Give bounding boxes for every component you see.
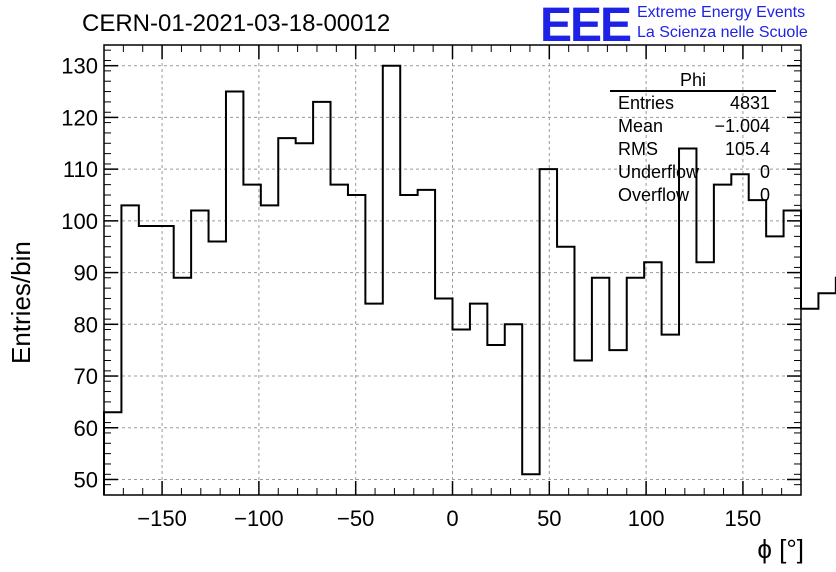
histogram-bin <box>801 309 818 495</box>
histogram-bin <box>418 190 435 495</box>
x-tick-label: 0 <box>446 506 458 531</box>
histogram-series <box>103 64 836 495</box>
histogram-bin <box>731 174 748 495</box>
stats-row-rms: RMS 105.4 <box>610 138 776 161</box>
histogram-bin <box>522 474 539 495</box>
stats-row-mean: Mean −1.004 <box>610 115 776 138</box>
histogram-bin <box>592 278 609 495</box>
histogram-bin <box>574 361 591 495</box>
histogram-bin <box>784 211 801 495</box>
stats-row-overflow: Overflow 0 <box>610 184 776 207</box>
histogram-bin <box>121 205 138 495</box>
y-tick-label: 70 <box>74 364 98 389</box>
stats-box: Phi Entries 4831 Mean −1.004 RMS 105.4 U… <box>610 70 776 207</box>
x-tick-label: −50 <box>337 506 374 531</box>
histogram-bin <box>505 324 522 495</box>
histogram-bin <box>627 278 644 495</box>
histogram-bin <box>139 226 156 495</box>
histogram-bin <box>209 242 226 495</box>
histogram-bin <box>261 205 278 495</box>
x-tick-label: −150 <box>137 506 187 531</box>
stats-row-underflow: Underflow 0 <box>610 161 776 184</box>
x-tick-label: −100 <box>234 506 284 531</box>
x-tick-label: 100 <box>628 506 665 531</box>
histogram-bin <box>331 185 348 495</box>
histogram-bin <box>487 345 504 495</box>
histogram-bin <box>749 200 766 495</box>
histogram-bin <box>453 329 470 495</box>
histogram-bin <box>226 92 243 495</box>
y-tick-label: 80 <box>74 312 98 337</box>
histogram-bin <box>174 278 191 495</box>
y-tick-label: 50 <box>74 467 98 492</box>
stats-title: Phi <box>610 70 776 92</box>
stats-label: Entries <box>618 93 675 113</box>
histogram-bin <box>766 236 783 495</box>
y-tick-label: 60 <box>74 416 98 441</box>
x-tick-label: 150 <box>725 506 762 531</box>
y-tick-label: 130 <box>61 54 98 79</box>
x-axis-label: ϕ [°] <box>757 534 804 564</box>
histogram-bin <box>435 298 452 495</box>
stats-value: 0 <box>759 185 770 205</box>
axis-ticks: −150 −100 −50 0 50 100 150 50 60 70 80 90 100 110 120 1… <box>61 45 802 531</box>
histogram-bin <box>243 185 260 495</box>
stats-label: Overflow <box>618 185 690 205</box>
histogram-bin <box>400 195 417 495</box>
y-tick-label: 120 <box>61 105 98 130</box>
y-tick-label: 90 <box>74 261 98 286</box>
logo-line-1: Extreme Energy Events <box>637 4 806 21</box>
histogram-bin <box>383 66 400 495</box>
histogram-bin <box>714 185 731 495</box>
histogram-bin <box>156 226 173 495</box>
stats-label: Underflow <box>618 162 700 182</box>
y-tick-label: 100 <box>61 209 98 234</box>
histogram-bin <box>470 304 487 495</box>
stats-value: 0 <box>759 162 770 182</box>
histogram-bin <box>644 262 661 495</box>
histogram-bin <box>191 211 208 495</box>
chart-title: CERN-01-2021-03-18-00012 <box>82 10 391 37</box>
histogram-bin <box>696 262 713 495</box>
histogram-bin <box>313 102 330 495</box>
histogram-bin <box>540 169 557 495</box>
stats-value: 4831 <box>729 93 770 113</box>
y-tick-label: 110 <box>63 157 98 182</box>
stats-label: RMS <box>618 139 658 159</box>
logo-line-2: La Scienza nelle Scuole <box>637 24 808 41</box>
histogram-bin <box>609 350 626 495</box>
x-tick-label: 50 <box>537 506 561 531</box>
histogram-outline <box>103 64 836 495</box>
histogram-bin <box>662 335 679 495</box>
histogram-bin <box>818 293 835 495</box>
stats-value: −1.004 <box>714 116 770 136</box>
histogram-bin <box>348 195 365 495</box>
eee-logo: EEE <box>540 0 632 52</box>
histogram-bin <box>365 304 382 495</box>
grid-lines <box>104 45 801 495</box>
histogram-bin <box>557 247 574 495</box>
stats-row-entries: Entries 4831 <box>610 92 776 115</box>
histogram-bin <box>278 138 295 495</box>
stats-value: 105.4 <box>724 139 770 159</box>
y-axis-label: Entries/bin <box>6 241 36 364</box>
histogram-bin <box>296 143 313 495</box>
stats-label: Mean <box>618 116 664 136</box>
